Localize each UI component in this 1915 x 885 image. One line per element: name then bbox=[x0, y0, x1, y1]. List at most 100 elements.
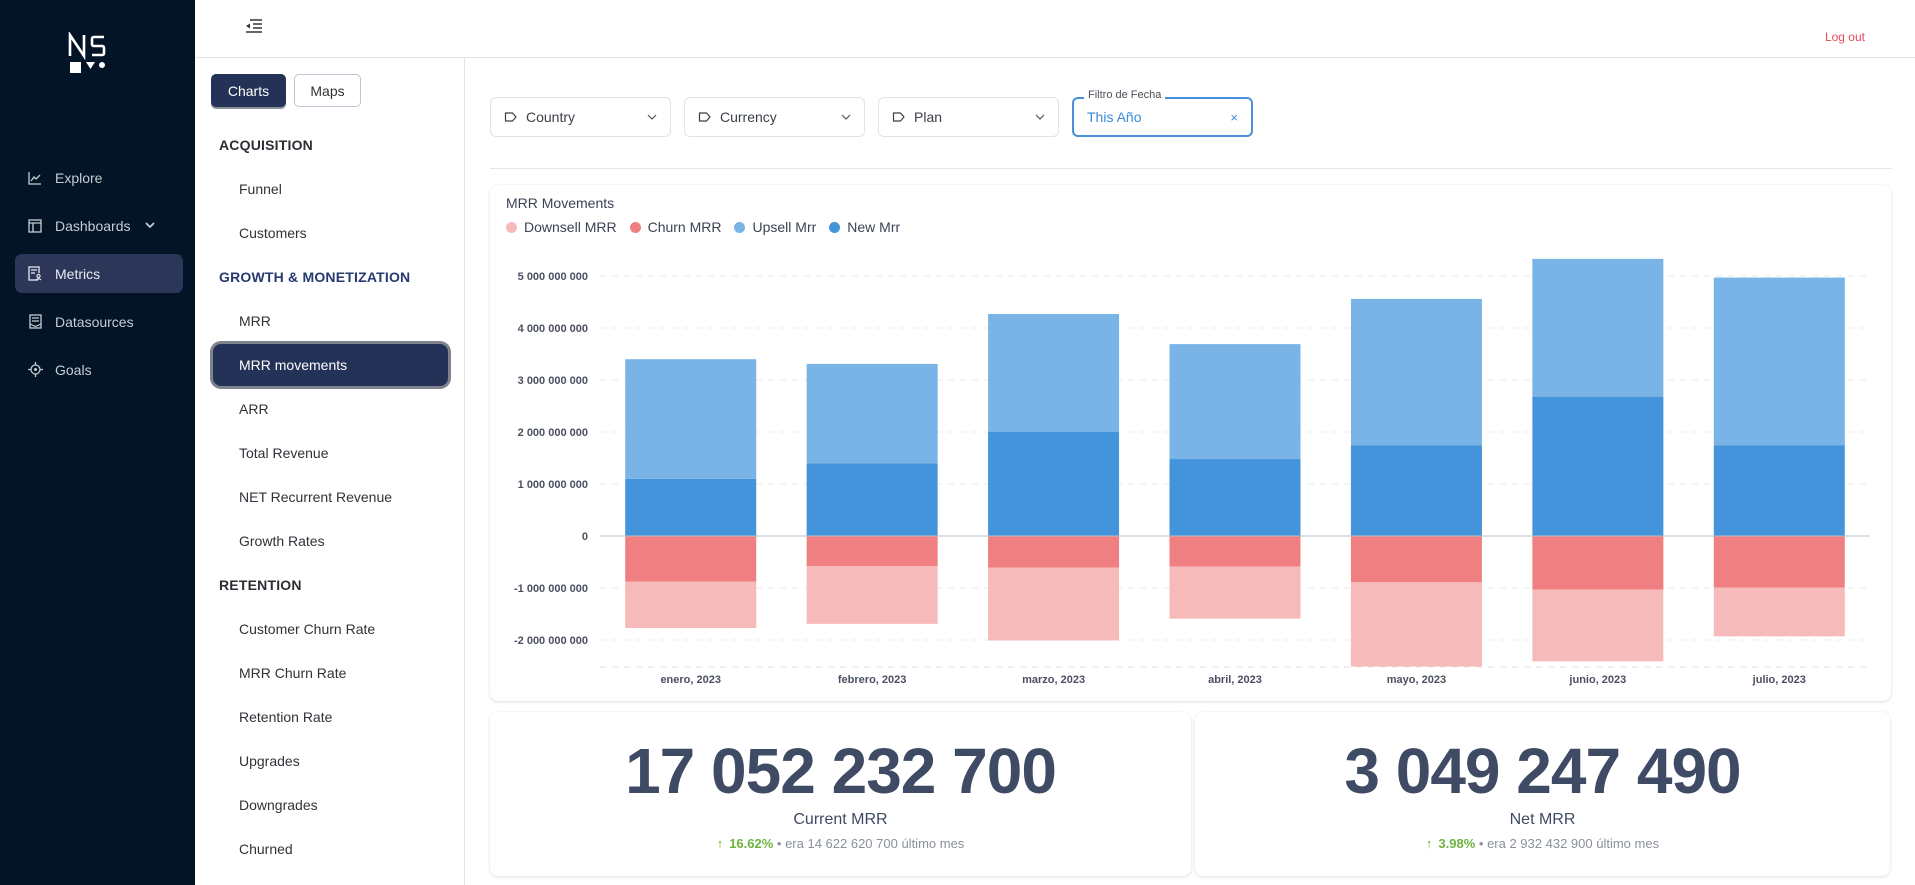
nav-label: Goals bbox=[55, 361, 92, 378]
x-tick-label: febrero, 2023 bbox=[838, 674, 906, 686]
date-filter-value: This Año bbox=[1087, 109, 1142, 125]
metrics-menu: Charts Maps ACQUISITION Funnel Customers… bbox=[195, 58, 465, 885]
nav-item-datasources[interactable]: Datasources bbox=[15, 302, 183, 341]
legend-dot bbox=[506, 221, 517, 233]
bar-segment-downsell-mrr bbox=[625, 581, 757, 629]
menu-item-customers[interactable]: Customers bbox=[239, 225, 307, 241]
main-content: Country Currency Plan Filtro de Fecha Th… bbox=[466, 58, 1915, 885]
menu-item-upgrades[interactable]: Upgrades bbox=[239, 753, 300, 769]
legend-dot bbox=[629, 221, 641, 233]
kpi-card-current-mrr: 17 052 232 700 Current MRR ↑ 16.62% • era… bbox=[490, 712, 1191, 876]
clear-icon[interactable]: × bbox=[1230, 109, 1238, 125]
menu-item-churned[interactable]: Churned bbox=[239, 841, 293, 857]
kpi-previous: • era 14 622 620 700 último mes bbox=[776, 836, 965, 851]
nav-item-goals[interactable]: Goals bbox=[15, 350, 183, 389]
chart-legend: Downsell MRR Churn MRR Upsell Mrr New Mr… bbox=[506, 219, 900, 235]
x-tick-label: enero, 2023 bbox=[660, 674, 721, 686]
y-tick-label: 4 000 000 000 bbox=[518, 323, 588, 335]
x-tick-label: mayo, 2023 bbox=[1387, 674, 1446, 686]
mrr-movements-chart: 5 000 000 000 4 000 000 000 3 000 000 000 2… bbox=[514, 258, 1870, 686]
bar-segment-new-mrr bbox=[1532, 396, 1664, 536]
bar-segment-new-mrr bbox=[625, 478, 757, 536]
section-heading-growth: GROWTH & MONETIZATION bbox=[219, 269, 411, 285]
nav-label: Explore bbox=[55, 169, 103, 186]
chart-line-icon bbox=[27, 170, 43, 186]
y-tick-label: -2 000 000 000 bbox=[514, 635, 588, 647]
datasource-icon bbox=[27, 314, 43, 330]
bar-segment-churn-mrr bbox=[988, 536, 1120, 568]
legend-item-upsell[interactable]: Upsell Mrr bbox=[734, 219, 816, 235]
date-filter[interactable]: Filtro de Fecha This Año × bbox=[1072, 89, 1253, 137]
currency-filter[interactable]: Currency bbox=[684, 97, 865, 137]
kpi-label: Net MRR bbox=[1509, 811, 1576, 828]
menu-item-net-recurrent-revenue[interactable]: NET Recurrent Revenue bbox=[239, 489, 393, 505]
country-filter[interactable]: Country bbox=[490, 97, 671, 137]
menu-item-mrr[interactable]: MRR bbox=[239, 313, 271, 329]
bar-segment-new-mrr bbox=[806, 463, 938, 536]
menu-item-mrr-movements[interactable]: MRR movements bbox=[213, 344, 448, 386]
metrics-icon bbox=[27, 266, 43, 282]
legend-label: Churn MRR bbox=[647, 219, 722, 235]
tag-icon bbox=[892, 112, 905, 122]
bar-segment-upsell-mrr bbox=[1350, 298, 1482, 446]
nav-item-explore[interactable]: Explore bbox=[15, 158, 183, 197]
legend-label: Upsell Mrr bbox=[752, 219, 817, 235]
plan-filter[interactable]: Plan bbox=[878, 97, 1059, 137]
bar-segment-downsell-mrr bbox=[1169, 566, 1301, 619]
bar-segment-upsell-mrr bbox=[988, 313, 1120, 432]
menu-item-retention-rate[interactable]: Retention Rate bbox=[239, 709, 333, 725]
menu-item-funnel[interactable]: Funnel bbox=[239, 181, 282, 197]
collapse-menu-icon[interactable] bbox=[245, 18, 263, 34]
kpi-value: 17 052 232 700 bbox=[625, 735, 1057, 807]
filter-label: Plan bbox=[914, 109, 943, 125]
bar-segment-downsell-mrr bbox=[1350, 582, 1482, 667]
mrr-movements-chart-card: 5 000 000 000 4 000 000 000 3 000 000 000 2… bbox=[490, 185, 1891, 701]
kpi-delta: ↑ 16.62% • era 14 622 620 700 último mes bbox=[490, 836, 1191, 851]
tab-charts[interactable]: Charts bbox=[211, 74, 286, 107]
logout-link[interactable]: Log out bbox=[1824, 30, 1865, 44]
tab-maps[interactable]: Maps bbox=[294, 74, 361, 107]
bar-segment-churn-mrr bbox=[1169, 536, 1301, 567]
date-filter-label: Filtro de Fecha bbox=[1084, 89, 1166, 101]
tag-icon bbox=[698, 112, 711, 122]
bar-segment-upsell-mrr bbox=[806, 363, 938, 464]
bar-segment-churn-mrr bbox=[806, 536, 938, 567]
divider bbox=[490, 168, 1892, 169]
dashboard-icon bbox=[27, 218, 43, 234]
legend-label: Downsell MRR bbox=[524, 219, 617, 235]
y-tick-label: 1 000 000 000 bbox=[518, 479, 588, 491]
nav-item-metrics[interactable]: Metrics bbox=[15, 254, 183, 293]
bar-segment-new-mrr bbox=[1713, 445, 1845, 536]
y-tick-label: 2 000 000 000 bbox=[518, 427, 588, 439]
nav-item-dashboards[interactable]: Dashboards bbox=[15, 206, 183, 245]
chevron-down-icon bbox=[841, 114, 851, 120]
arrow-up-icon: ↑ bbox=[1425, 836, 1433, 851]
metrics-list: ACQUISITION Funnel Customers GROWTH & MO… bbox=[195, 123, 464, 871]
chevron-down-icon[interactable] bbox=[144, 222, 155, 229]
legend-label: New Mrr bbox=[847, 219, 901, 235]
legend-dot bbox=[829, 221, 841, 233]
nav-label: Datasources bbox=[55, 313, 134, 330]
filter-bar: Country Currency Plan Filtro de Fecha Th… bbox=[490, 89, 1253, 137]
sidebar: Explore Dashboards Metrics bbox=[0, 0, 195, 885]
menu-item-customer-churn-rate[interactable]: Customer Churn Rate bbox=[239, 621, 376, 637]
filter-label: Country bbox=[526, 109, 576, 125]
tag-icon bbox=[504, 112, 517, 122]
legend-item-downsell[interactable]: Downsell MRR bbox=[506, 219, 617, 235]
logo[interactable] bbox=[67, 30, 117, 80]
bar-segment-churn-mrr bbox=[1350, 536, 1482, 583]
menu-item-mrr-churn-rate[interactable]: MRR Churn Rate bbox=[239, 665, 347, 681]
y-tick-label: 5 000 000 000 bbox=[518, 271, 588, 283]
bar-segment-downsell-mrr bbox=[806, 566, 938, 624]
chevron-down-icon bbox=[647, 114, 657, 120]
bar-segment-upsell-mrr bbox=[625, 359, 757, 479]
legend-item-churn[interactable]: Churn MRR bbox=[629, 219, 722, 235]
x-tick-label: junio, 2023 bbox=[1568, 674, 1626, 686]
menu-item-growth-rates[interactable]: Growth Rates bbox=[239, 533, 325, 549]
menu-item-arr[interactable]: ARR bbox=[239, 401, 269, 417]
kpi-delta: ↑ 3.98% • era 2 932 432 900 último mes bbox=[1195, 836, 1890, 851]
menu-item-downgrades[interactable]: Downgrades bbox=[239, 797, 318, 813]
legend-item-new[interactable]: New Mrr bbox=[829, 219, 900, 235]
menu-item-total-revenue[interactable]: Total Revenue bbox=[239, 445, 329, 461]
